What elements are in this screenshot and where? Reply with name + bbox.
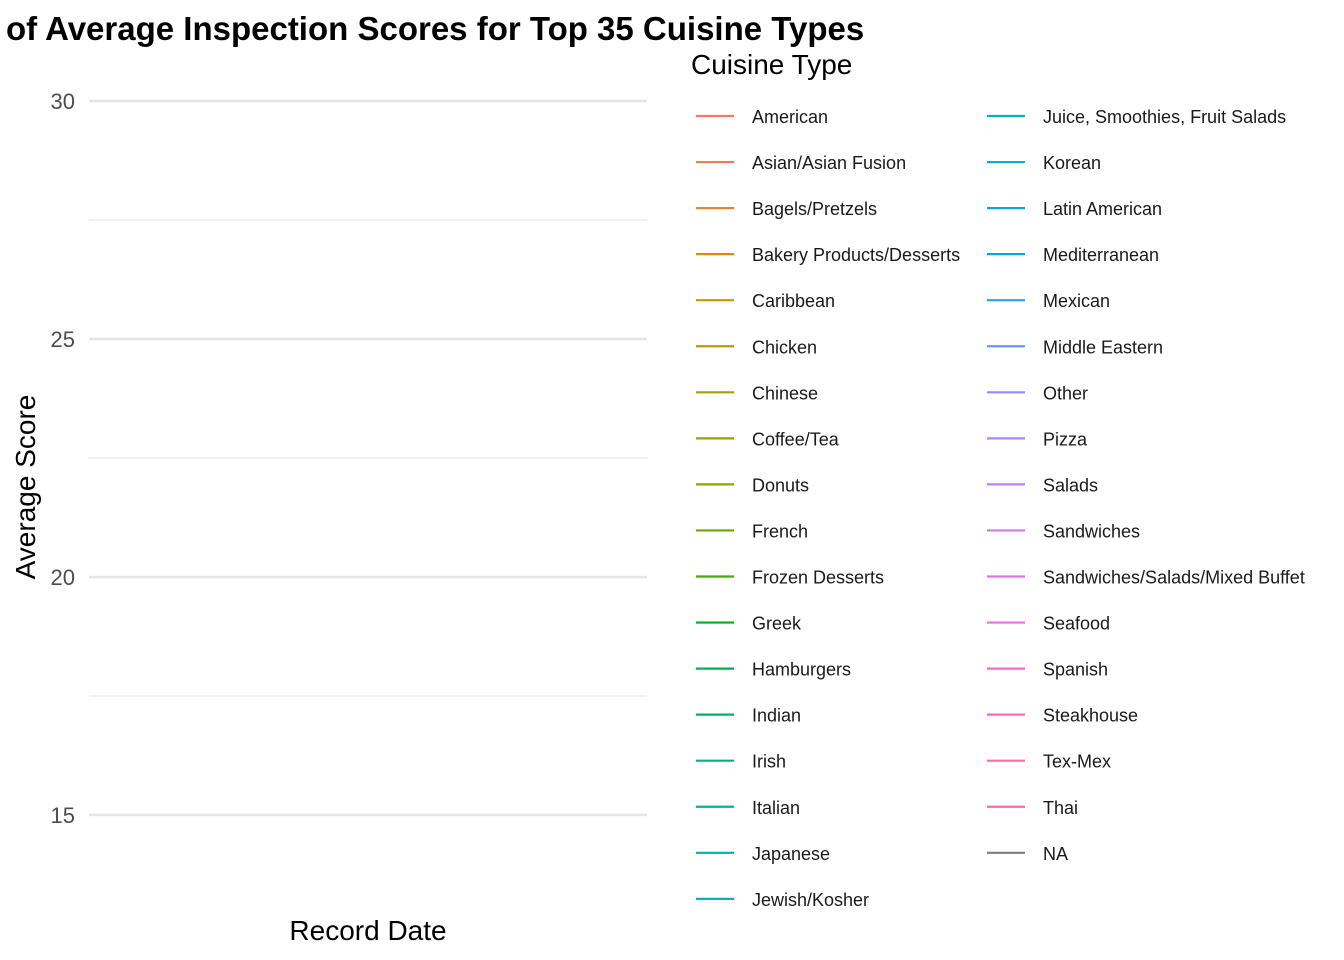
y-axis-title: Average Score <box>10 395 41 580</box>
legend: Cuisine Type American Asian/Asian Fusion B… <box>691 49 1305 910</box>
legend-label: French <box>752 521 808 541</box>
legend-label: American <box>752 107 828 127</box>
legend-label: Bagels/Pretzels <box>752 199 877 219</box>
legend-item: Sandwiches <box>987 521 1140 541</box>
legend-item: Middle Eastern <box>987 337 1163 357</box>
legend-item: Coffee/Tea <box>696 429 840 449</box>
legend-item: French <box>696 521 808 541</box>
legend-label: Korean <box>1043 153 1101 173</box>
legend-label: Donuts <box>752 475 809 495</box>
legend-item: Sandwiches/Salads/Mixed Buffet <box>987 568 1305 588</box>
legend-item: Mediterranean <box>987 245 1159 265</box>
legend-label: Chinese <box>752 383 818 403</box>
legend-item: Jewish/Kosher <box>696 890 869 910</box>
legend-label: Mexican <box>1043 291 1110 311</box>
legend-item: Chinese <box>696 383 818 403</box>
legend-item: Juice, Smoothies, Fruit Salads <box>987 107 1286 127</box>
legend-item: Bakery Products/Desserts <box>696 245 960 265</box>
legend-items: American Asian/Asian Fusion Bagels/Pretzel… <box>696 107 1305 910</box>
y-tick-label: 30 <box>51 89 75 114</box>
legend-label: Chicken <box>752 337 817 357</box>
legend-item: Indian <box>696 706 801 726</box>
legend-title: Cuisine Type <box>691 49 852 80</box>
legend-label: NA <box>1043 844 1068 864</box>
legend-label: Spanish <box>1043 660 1108 680</box>
gridlines <box>89 99 647 817</box>
legend-label: Hamburgers <box>752 660 851 680</box>
legend-label: Coffee/Tea <box>752 429 840 449</box>
x-axis-title: Record Date <box>289 915 446 946</box>
legend-item: Other <box>987 383 1088 403</box>
legend-label: Middle Eastern <box>1043 337 1163 357</box>
legend-label: Seafood <box>1043 614 1110 634</box>
legend-label: Italian <box>752 798 800 818</box>
legend-label: Juice, Smoothies, Fruit Salads <box>1043 107 1286 127</box>
y-tick-label: 15 <box>51 803 75 828</box>
legend-item: Chicken <box>696 337 817 357</box>
legend-item: Pizza <box>987 429 1088 449</box>
legend-label: Caribbean <box>752 291 835 311</box>
legend-item: Greek <box>696 614 802 634</box>
legend-item: Steakhouse <box>987 706 1138 726</box>
legend-label: Jewish/Kosher <box>752 890 869 910</box>
legend-item: Mexican <box>987 291 1110 311</box>
y-tick-label: 25 <box>51 327 75 352</box>
y-tick-labels: 15 20 25 30 <box>51 89 75 828</box>
legend-item: Caribbean <box>696 291 835 311</box>
legend-label: Irish <box>752 752 786 772</box>
legend-item: Italian <box>696 798 800 818</box>
legend-label: Thai <box>1043 798 1078 818</box>
legend-label: Japanese <box>752 844 830 864</box>
legend-item: Irish <box>696 752 786 772</box>
legend-label: Bakery Products/Desserts <box>752 245 960 265</box>
legend-item: Thai <box>987 798 1078 818</box>
legend-item: Latin American <box>987 199 1162 219</box>
legend-item: American <box>696 107 828 127</box>
legend-item: Bagels/Pretzels <box>696 199 877 219</box>
legend-label: Asian/Asian Fusion <box>752 153 906 173</box>
legend-item: NA <box>987 844 1068 864</box>
y-tick-label: 20 <box>51 565 75 590</box>
legend-label: Sandwiches <box>1043 521 1140 541</box>
legend-label: Mediterranean <box>1043 245 1159 265</box>
legend-item: Seafood <box>987 614 1110 634</box>
legend-label: Salads <box>1043 475 1098 495</box>
legend-item: Spanish <box>987 660 1108 680</box>
legend-label: Tex-Mex <box>1043 752 1111 772</box>
legend-label: Greek <box>752 614 802 634</box>
legend-item: Salads <box>987 475 1098 495</box>
legend-label: Sandwiches/Salads/Mixed Buffet <box>1043 568 1305 588</box>
legend-label: Latin American <box>1043 199 1162 219</box>
legend-label: Steakhouse <box>1043 706 1138 726</box>
legend-label: Other <box>1043 383 1088 403</box>
legend-item: Frozen Desserts <box>696 568 884 588</box>
chart-title: of Average Inspection Scores for Top 35 … <box>6 10 864 47</box>
legend-label: Pizza <box>1043 429 1088 449</box>
legend-item: Hamburgers <box>696 660 851 680</box>
legend-item: Tex-Mex <box>987 752 1111 772</box>
legend-label: Frozen Desserts <box>752 568 884 588</box>
legend-item: Korean <box>987 153 1101 173</box>
legend-item: Asian/Asian Fusion <box>696 153 906 173</box>
legend-item: Donuts <box>696 475 809 495</box>
legend-label: Indian <box>752 706 801 726</box>
plot-panel: 15 20 25 30 <box>51 89 647 828</box>
legend-item: Japanese <box>696 844 830 864</box>
